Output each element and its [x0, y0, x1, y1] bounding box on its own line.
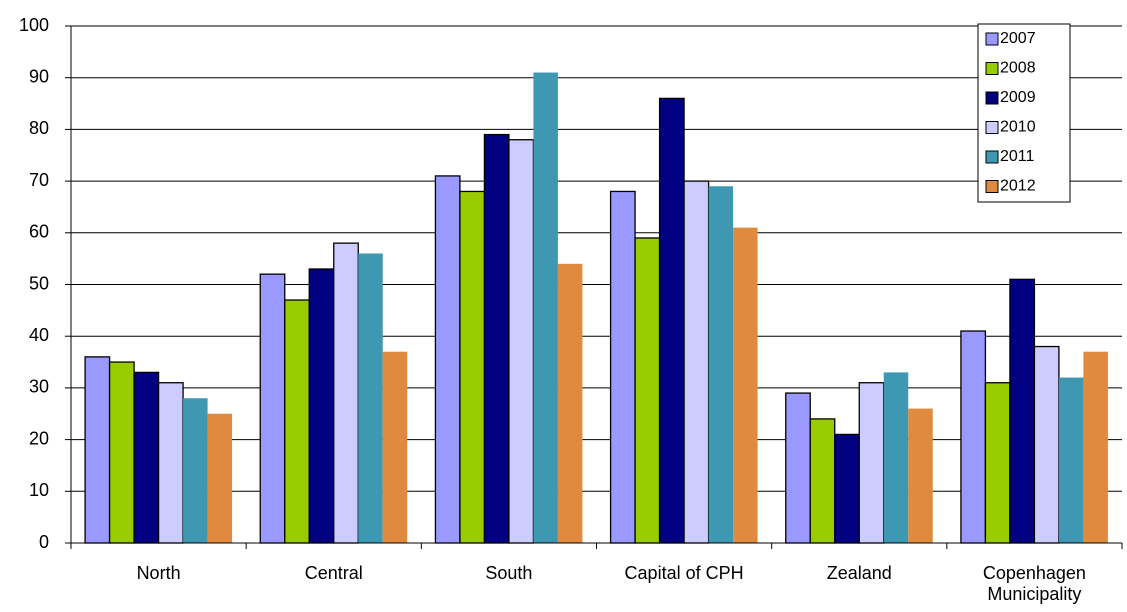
- bar: [557, 263, 583, 543]
- bar: [683, 180, 710, 544]
- y-tick-label: 60: [29, 222, 49, 242]
- bar: [84, 356, 111, 544]
- bar: [259, 273, 286, 544]
- bar: [133, 371, 160, 544]
- bar: [333, 242, 359, 544]
- bar: [658, 97, 685, 544]
- bar: [984, 382, 1011, 544]
- bar: [308, 268, 335, 544]
- bar: [1058, 377, 1084, 543]
- bar: [157, 382, 184, 544]
- bar: [809, 418, 836, 544]
- bar: [108, 361, 135, 544]
- x-tick-label: Capital of CPH: [624, 563, 744, 583]
- y-tick-label: 100: [19, 15, 49, 35]
- x-tick-label: South: [485, 563, 533, 583]
- legend-swatch: [985, 91, 999, 105]
- y-tick-label: 30: [29, 377, 49, 397]
- bar: [382, 351, 408, 543]
- y-tick-label: 90: [29, 66, 49, 86]
- y-tick-label: 50: [29, 273, 49, 293]
- bar: [908, 408, 933, 543]
- y-tick-label: 0: [39, 532, 49, 552]
- bar: [1009, 278, 1036, 544]
- bar: [733, 227, 758, 543]
- bar: [858, 382, 885, 544]
- legend-swatch: [985, 32, 999, 46]
- bar: [358, 253, 383, 544]
- bar: [1033, 345, 1060, 544]
- x-tick-label: Central: [304, 563, 363, 583]
- bar: [785, 392, 811, 544]
- bar: [508, 139, 535, 544]
- bar: [708, 186, 734, 543]
- legend-box: [977, 23, 1071, 203]
- bar: [459, 190, 486, 544]
- y-tick-label: 70: [29, 170, 49, 190]
- y-tick-label: 40: [29, 325, 49, 345]
- bar: [183, 398, 208, 543]
- legend-swatch: [985, 62, 999, 75]
- y-tick-label: 80: [29, 118, 49, 138]
- x-tick-label: Zealand: [826, 563, 892, 583]
- legend-label: 2011: [1000, 148, 1035, 165]
- x-tick-label: Copenhagen Municipality: [982, 563, 1086, 604]
- bar: [1083, 351, 1108, 543]
- bar: [207, 413, 233, 543]
- legend-label: 2007: [1000, 30, 1036, 47]
- bar: [609, 190, 636, 544]
- bar: [634, 237, 661, 544]
- y-tick-label: 20: [29, 428, 49, 448]
- legend-label: 2008: [1000, 60, 1036, 77]
- legend-swatch: [985, 150, 999, 164]
- legend-label: 2009: [1000, 89, 1036, 106]
- y-tick-label: 10: [29, 480, 49, 500]
- legend-swatch: [985, 121, 999, 134]
- bar: [483, 133, 510, 544]
- x-tick-label: North: [136, 563, 181, 583]
- bar: [834, 433, 860, 544]
- legend-swatch: [985, 180, 999, 193]
- bar: [533, 72, 558, 543]
- bar: [960, 330, 987, 544]
- legend-label: 2012: [1000, 178, 1036, 195]
- legend-label: 2010: [1000, 119, 1036, 136]
- bar: [284, 299, 310, 544]
- bar: [883, 372, 909, 543]
- bar: [434, 175, 461, 544]
